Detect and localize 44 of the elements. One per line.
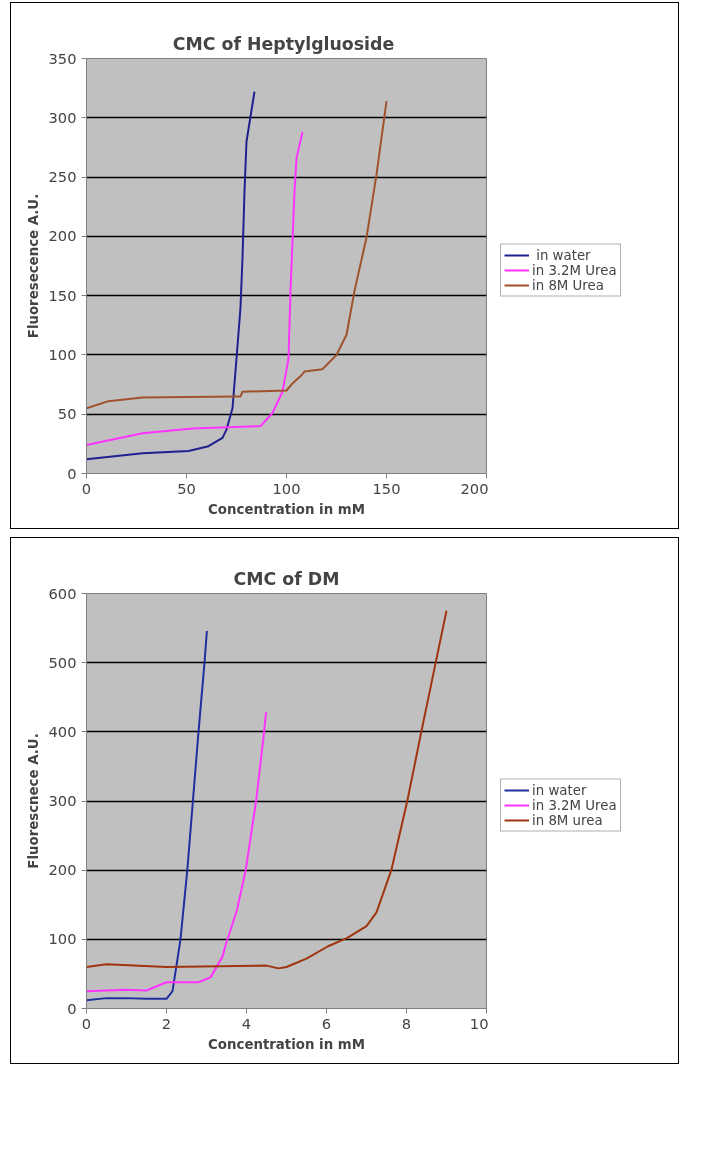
x-tick-label: 0 (81, 1014, 92, 1032)
x-tick-label: 0 (81, 479, 92, 497)
legend-label: in 3.2M Urea (532, 797, 617, 813)
y-tick-label: 300 (48, 792, 77, 809)
y-tick-label: 150 (48, 286, 77, 304)
y-axis-title: Fluoresecence A.U. (25, 193, 41, 339)
y-tick-label: 50 (57, 405, 77, 423)
x-axis-title: Concentration in mM (208, 1036, 365, 1052)
chart-title: CMC of Heptylgluoside (172, 33, 395, 54)
line-series (86, 100, 388, 410)
line-series (86, 90, 256, 461)
y-tick-label: 250 (48, 168, 77, 186)
y-tick-label: 200 (48, 227, 77, 245)
line-series (86, 609, 448, 970)
y-tick-label: 200 (48, 861, 77, 879)
x-tick-label: 8 (401, 1014, 412, 1032)
x-tick-label: 2 (161, 1014, 172, 1032)
legend-label: in 8M urea (532, 812, 603, 828)
y-tick-label: 350 (48, 49, 77, 67)
x-tick-label: 10 (469, 1014, 489, 1032)
y-tick-label: 0 (67, 999, 77, 1017)
x-axis-title: Concentration in mM (208, 501, 365, 517)
chart-title: CMC of DM (233, 568, 340, 589)
legend-label: in 8M Urea (532, 277, 604, 293)
y-tick-label: 100 (48, 930, 77, 948)
y-tick-label: 300 (48, 108, 77, 126)
x-tick-label: 50 (177, 479, 196, 497)
legend-label: in water (535, 247, 591, 263)
x-tick-label: 150 (372, 479, 401, 497)
x-tick-label: 100 (272, 479, 301, 497)
y-tick-label: 600 (48, 584, 77, 602)
legend-label: in 3.2M Urea (532, 262, 617, 278)
y-tick-label: 0 (67, 464, 77, 482)
legend-label: in water (532, 782, 587, 798)
y-axis-title: Fluorescnece A.U. (25, 733, 41, 869)
y-tick-label: 400 (48, 722, 77, 740)
x-tick-label: 6 (321, 1014, 332, 1032)
line-series (86, 629, 208, 1002)
x-tick-label: 4 (241, 1014, 252, 1032)
y-tick-label: 100 (48, 345, 77, 363)
line-series (86, 710, 268, 993)
x-tick-label: 200 (460, 479, 489, 497)
line-series (86, 131, 304, 447)
y-tick-label: 500 (48, 653, 77, 671)
